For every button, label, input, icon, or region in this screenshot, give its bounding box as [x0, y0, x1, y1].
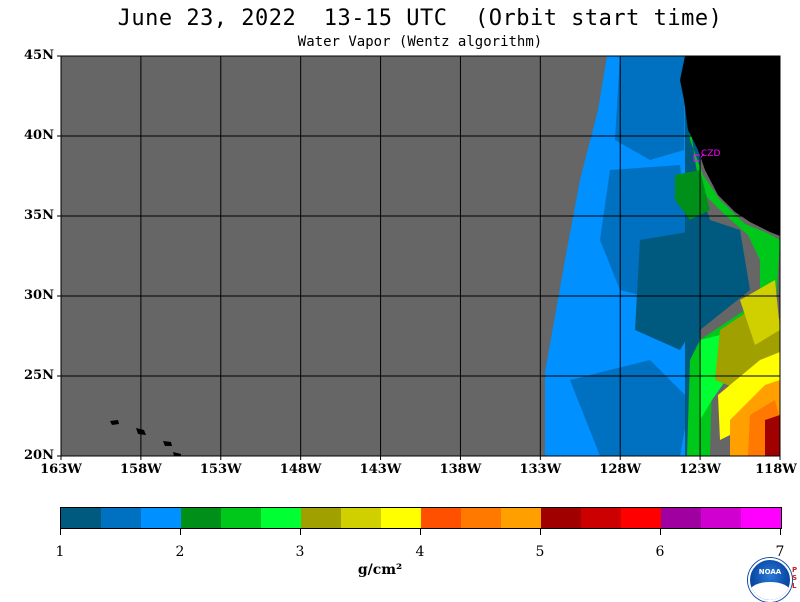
longitude-label: 153W [199, 462, 242, 477]
colorbar-swatch [181, 508, 221, 528]
colorbar-swatch [261, 508, 301, 528]
longitude-label: 128W [599, 462, 642, 477]
colorbar-swatch [661, 508, 701, 528]
page-subtitle: Water Vapor (Wentz algorithm) [297, 34, 543, 50]
vapor-band-navy-coast [685, 56, 750, 456]
colorbar-swatch [101, 508, 141, 528]
vapor-band-red [765, 415, 780, 456]
colorbar-tick [780, 529, 781, 535]
colorbar-swatch [701, 508, 741, 528]
psl-letter: P [792, 566, 798, 574]
axis-ticks [57, 55, 781, 460]
colorbar-tick-label: 1 [55, 544, 65, 560]
colorbar-tick [660, 529, 661, 535]
longitude-label: 138W [439, 462, 482, 477]
water-vapor-map: CZD [57, 55, 781, 460]
colorbar-tick [180, 529, 181, 535]
longitude-label: 123W [679, 462, 721, 477]
colorbar-tick-label: 7 [775, 544, 785, 560]
colorbar-swatch [221, 508, 261, 528]
colorbar-swatch [621, 508, 661, 528]
station-label: CZD [701, 149, 720, 159]
latitude-label: 30N [24, 288, 54, 303]
station-leader [699, 153, 705, 159]
land-mass [680, 56, 780, 236]
water-vapor-fields [545, 56, 780, 456]
island [173, 452, 181, 456]
colorbar-tick-label: 3 [295, 544, 305, 560]
island [110, 420, 119, 425]
grid-lines [61, 56, 780, 456]
hawaii-islands [110, 420, 181, 456]
latitude-label: 35N [24, 208, 54, 223]
longitude-label: 148W [279, 462, 322, 477]
vapor-band-darkblue-3 [570, 360, 690, 456]
latitude-label: 20N [24, 448, 54, 463]
colorbar-tick-label: 5 [535, 544, 545, 560]
longitude-label: 143W [359, 462, 402, 477]
colorbar-swatch [741, 508, 781, 528]
longitude-label: 163W [40, 462, 82, 477]
colorbar [60, 507, 782, 529]
map-frame [60, 55, 781, 457]
colorbar-swatch [381, 508, 421, 528]
psl-letter: L [792, 582, 797, 590]
colorbar-swatch [301, 508, 341, 528]
latitude-label: 45N [24, 48, 54, 63]
colorbar-units: g/cm² [357, 562, 403, 578]
colorbar-swatch [61, 508, 101, 528]
longitude-label: 158W [120, 462, 162, 477]
longitude-label: 133W [519, 462, 562, 477]
longitude-label: 118W [755, 462, 797, 477]
vapor-band-darkgreen [675, 170, 710, 220]
colorbar-tick-label: 4 [415, 544, 425, 560]
colorbar-tick [60, 529, 61, 535]
latitude-label: 25N [24, 368, 54, 383]
noaa-logo-wave [750, 582, 790, 600]
colorbar-swatch [141, 508, 181, 528]
latitude-label: 40N [24, 128, 54, 143]
island [163, 441, 172, 446]
colorbar-tick-label: 6 [655, 544, 665, 560]
psl-letter: S [792, 574, 798, 582]
noaa-logo: NOAA [748, 558, 792, 602]
colorbar-swatch [501, 508, 541, 528]
colorbar-swatch [461, 508, 501, 528]
colorbar-swatch [341, 508, 381, 528]
colorbar-tick [540, 529, 541, 535]
page-title: June 23, 2022 13-15 UTC (Orbit start tim… [117, 6, 723, 31]
colorbar-swatch [541, 508, 581, 528]
colorbar-tick [420, 529, 421, 535]
colorbar-swatch [421, 508, 461, 528]
noaa-logo-text: NOAA [758, 568, 782, 576]
colorbar-tick [300, 529, 301, 535]
colorbar-tick-label: 2 [175, 544, 185, 560]
colorbar-swatch [581, 508, 621, 528]
vapor-band-darkblue-2 [615, 56, 685, 160]
